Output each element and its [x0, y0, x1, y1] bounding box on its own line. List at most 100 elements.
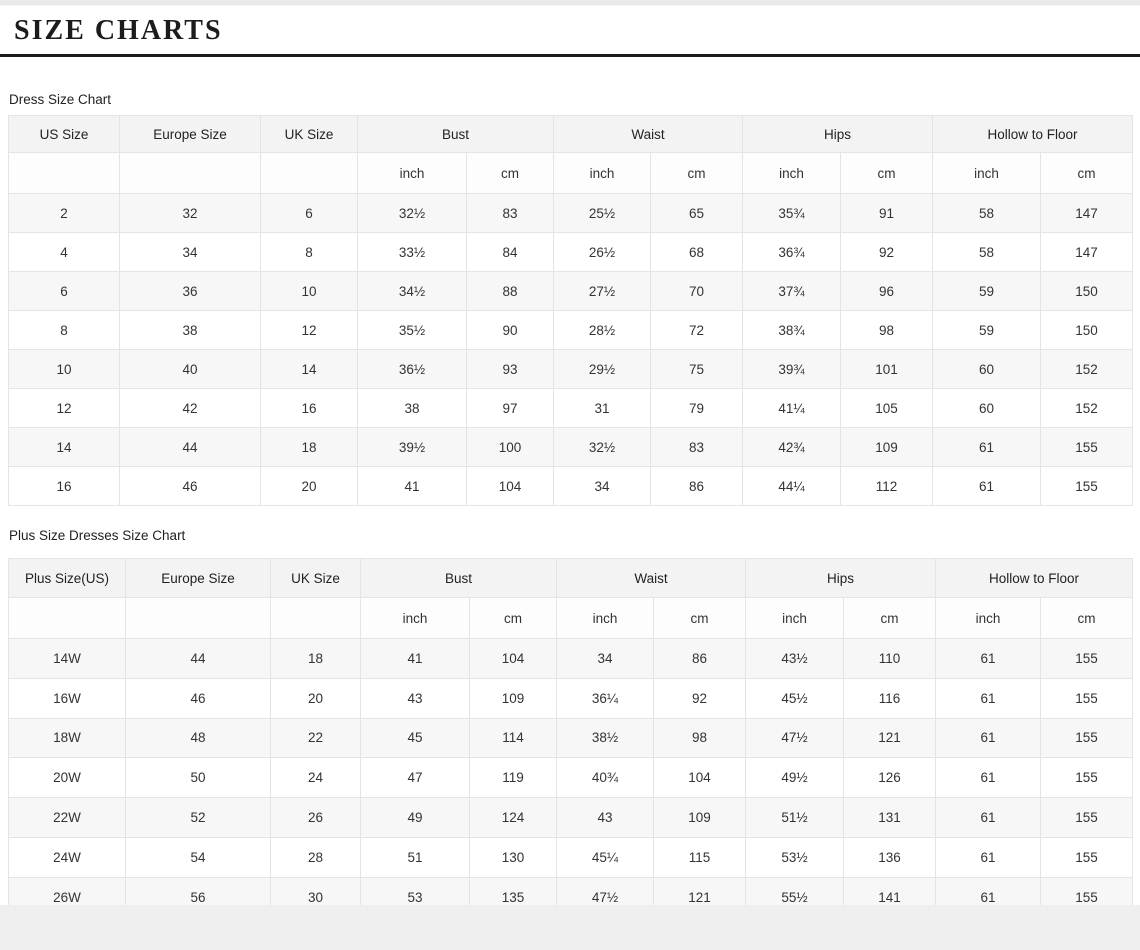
table-cell: 72	[650, 310, 744, 350]
table-cell: 61	[932, 466, 1042, 506]
unit-header: inch	[742, 152, 842, 194]
dress-size-table: US Size Europe Size UK Size Bust Waist Hips Ho…	[8, 115, 1134, 506]
table-row: 18W 48 22 45 114 38½ 98 47½ 121 61 155	[8, 717, 1134, 759]
top-divider	[0, 0, 1140, 6]
table-cell: 150	[1040, 271, 1134, 311]
table-cell: 31	[553, 388, 652, 428]
table-row: 14 44 18 39½ 100 32½ 83 42¾ 109 61 155	[8, 427, 1134, 467]
table-cell: 27½	[553, 271, 652, 311]
table-cell: 83	[650, 427, 744, 467]
plus-size-chart-label: Plus Size Dresses Size Chart	[9, 528, 186, 543]
table-cell: 41¼	[742, 388, 842, 428]
table-cell: 10	[260, 271, 358, 311]
table-cell: 39¾	[742, 349, 842, 389]
table-cell: 150	[1040, 310, 1134, 350]
unit-header: inch	[745, 597, 845, 639]
table-cell: 61	[935, 757, 1042, 799]
table-cell: 44	[125, 638, 271, 679]
measure-group-header: Hollow to Floor	[935, 558, 1134, 598]
table-cell: 28½	[553, 310, 652, 350]
table-cell: 36¾	[742, 232, 842, 272]
table-cell: 96	[840, 271, 934, 311]
table-cell: 79	[650, 388, 744, 428]
table-cell: 155	[1040, 638, 1134, 679]
table-cell: 54	[125, 836, 271, 878]
table-cell: 50	[125, 757, 271, 799]
table-cell: 104	[468, 638, 558, 679]
table-cell: 35½	[357, 310, 467, 350]
table-cell: 33½	[357, 232, 467, 272]
unit-header: cm	[468, 597, 558, 639]
table-cell: 42	[119, 388, 261, 428]
table-cell: 97	[465, 388, 555, 428]
table-cell: 92	[653, 677, 747, 719]
measure-group-header: Waist	[556, 558, 747, 598]
table-cell: 47½	[745, 717, 845, 759]
table-cell: 152	[1040, 349, 1134, 389]
table-cell: 130	[468, 836, 558, 878]
table-cell: 60	[932, 349, 1042, 389]
table-cell: 34	[556, 638, 655, 679]
table-cell: 119	[468, 757, 558, 799]
table-cell: 16	[8, 466, 120, 506]
column-header: Europe Size	[125, 558, 271, 598]
table-row: 4 34 8 33½ 84 26½ 68 36¾ 92 58 147	[8, 232, 1134, 272]
table-cell: 124	[468, 797, 558, 838]
unit-header-row: inch cm inch cm inch cm inch cm	[8, 597, 1134, 639]
unit-header: inch	[932, 152, 1042, 194]
table-row: 24W 54 28 51 130 45¼ 115 53½ 136 61 155	[8, 836, 1134, 878]
column-header: UK Size	[260, 115, 358, 153]
column-header: Plus Size(US)	[8, 558, 126, 598]
table-cell: 114	[468, 717, 558, 759]
table-cell: 32	[119, 193, 261, 233]
table-cell: 28	[270, 836, 361, 878]
measure-group-header: Bust	[356, 115, 555, 153]
table-cell: 86	[653, 638, 747, 679]
table-cell: 20	[260, 466, 358, 506]
table-cell: 109	[840, 427, 934, 467]
title-rule	[0, 54, 1140, 57]
table-cell: 155	[1040, 466, 1134, 506]
unit-header: cm	[653, 597, 747, 639]
unit-header: inch	[935, 597, 1042, 639]
table-cell: 43½	[745, 638, 845, 679]
table-row: 22W 52 26 49 124 43 109 51½ 131 61 155	[8, 797, 1134, 838]
plus-size-chart-section: Plus Size Dresses Size Chart Plus Size(U…	[0, 528, 1140, 918]
table-row: 14W 44 18 41 104 34 86 43½ 110 61 155	[8, 638, 1134, 679]
table-cell: 147	[1040, 232, 1134, 272]
table-cell: 8	[260, 232, 358, 272]
table-cell: 61	[935, 717, 1042, 759]
table-cell: 26	[270, 797, 361, 838]
empty-header-cell	[260, 152, 358, 194]
table-cell: 100	[465, 427, 555, 467]
unit-header: cm	[1040, 152, 1134, 194]
table-cell: 41	[357, 466, 467, 506]
table-cell: 35¾	[742, 193, 842, 233]
table-cell: 61	[935, 797, 1042, 838]
table-cell: 58	[932, 193, 1042, 233]
table-cell: 101	[840, 349, 934, 389]
unit-header: cm	[840, 152, 934, 194]
measure-group-header: Hips	[745, 558, 937, 598]
table-cell: 14	[260, 349, 358, 389]
table-cell: 6	[8, 271, 120, 311]
table-cell: 83	[465, 193, 555, 233]
table-cell: 110	[843, 638, 937, 679]
measure-group-header: Hollow to Floor	[932, 115, 1134, 153]
measure-group-header: Hips	[742, 115, 934, 153]
table-row: 8 38 12 35½ 90 28½ 72 38¾ 98 59 150	[8, 310, 1134, 350]
table-cell: 155	[1040, 836, 1134, 878]
table-cell: 36	[119, 271, 261, 311]
column-header: US Size	[8, 115, 120, 153]
table-cell: 38¾	[742, 310, 842, 350]
table-cell: 61	[932, 427, 1042, 467]
table-cell: 16W	[8, 677, 126, 719]
table-cell: 61	[935, 677, 1042, 719]
table-cell: 121	[843, 717, 937, 759]
table-row: 20W 50 24 47 119 40¾ 104 49½ 126 61 155	[8, 757, 1134, 799]
table-cell: 155	[1040, 797, 1134, 838]
table-cell: 91	[840, 193, 934, 233]
table-cell: 22W	[8, 797, 126, 838]
table-cell: 20	[270, 677, 361, 719]
